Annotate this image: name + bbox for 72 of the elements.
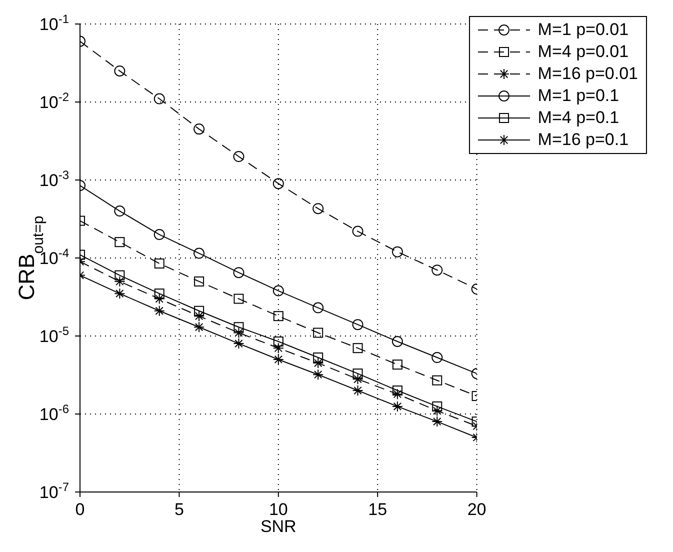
point [273, 336, 284, 347]
x-axis-title: SNR [260, 517, 296, 536]
x-tick-label: 0 [75, 500, 85, 519]
x-tick-label: 10 [268, 500, 288, 519]
point [154, 293, 165, 304]
point [312, 203, 324, 214]
point [432, 264, 443, 276]
point [194, 276, 204, 286]
point [272, 354, 284, 365]
x-tick-label: 5 [174, 500, 184, 519]
x-tick-label: 20 [467, 500, 486, 519]
y-tick-label: 10$^{-7}$ [39, 480, 70, 502]
point [114, 65, 126, 76]
point [352, 385, 364, 396]
legend-label: M=4 p=0.1 [538, 108, 620, 128]
point [194, 124, 205, 135]
point [194, 322, 205, 333]
point [233, 267, 244, 278]
point [114, 237, 125, 248]
y-tick-label: 10$^{-3}$ [39, 168, 70, 190]
point [273, 311, 284, 322]
legend-label: M=4 p=0.01 [538, 42, 629, 62]
point [114, 288, 126, 300]
y-tick-label: 10$^{-2}$ [39, 90, 70, 112]
point [392, 386, 402, 396]
point [313, 328, 324, 338]
point [154, 93, 165, 104]
point [432, 405, 443, 416]
point [272, 285, 284, 296]
y-tick-label: 10$^{-5}$ [39, 324, 70, 346]
point [233, 327, 244, 338]
point [272, 342, 284, 354]
y-tick-label: 10$^{-1}$ [39, 12, 70, 34]
legend-label: M=16 p=0.01 [538, 64, 638, 84]
point [234, 322, 244, 332]
point [234, 294, 244, 304]
point [352, 374, 364, 385]
point [432, 352, 443, 364]
point [392, 388, 403, 400]
point [154, 288, 164, 299]
point [392, 360, 402, 370]
point [114, 270, 125, 280]
point [352, 368, 363, 379]
point [154, 229, 165, 240]
point [154, 305, 165, 316]
point [432, 401, 442, 412]
legend-label: M=16 p=0.1 [538, 130, 629, 150]
point [233, 151, 244, 162]
point [392, 336, 403, 348]
point [194, 248, 205, 259]
point [312, 358, 324, 369]
point [392, 246, 403, 258]
point [432, 416, 443, 428]
point [352, 319, 364, 330]
point [194, 310, 205, 322]
point [194, 306, 204, 316]
point [313, 352, 324, 363]
point [392, 400, 403, 412]
point [352, 343, 363, 354]
point [233, 338, 244, 350]
point [114, 206, 126, 217]
point [312, 302, 324, 314]
point [432, 375, 442, 386]
legend-label: M=1 p=0.1 [538, 86, 620, 106]
point [352, 226, 364, 237]
point [312, 369, 324, 380]
point [154, 258, 164, 269]
x-tick-label: 15 [368, 500, 388, 519]
legend-label: M=1 p=0.01 [538, 20, 629, 40]
y-tick-label: 10$^{-6}$ [39, 402, 70, 424]
point [114, 276, 126, 287]
point [272, 178, 284, 190]
